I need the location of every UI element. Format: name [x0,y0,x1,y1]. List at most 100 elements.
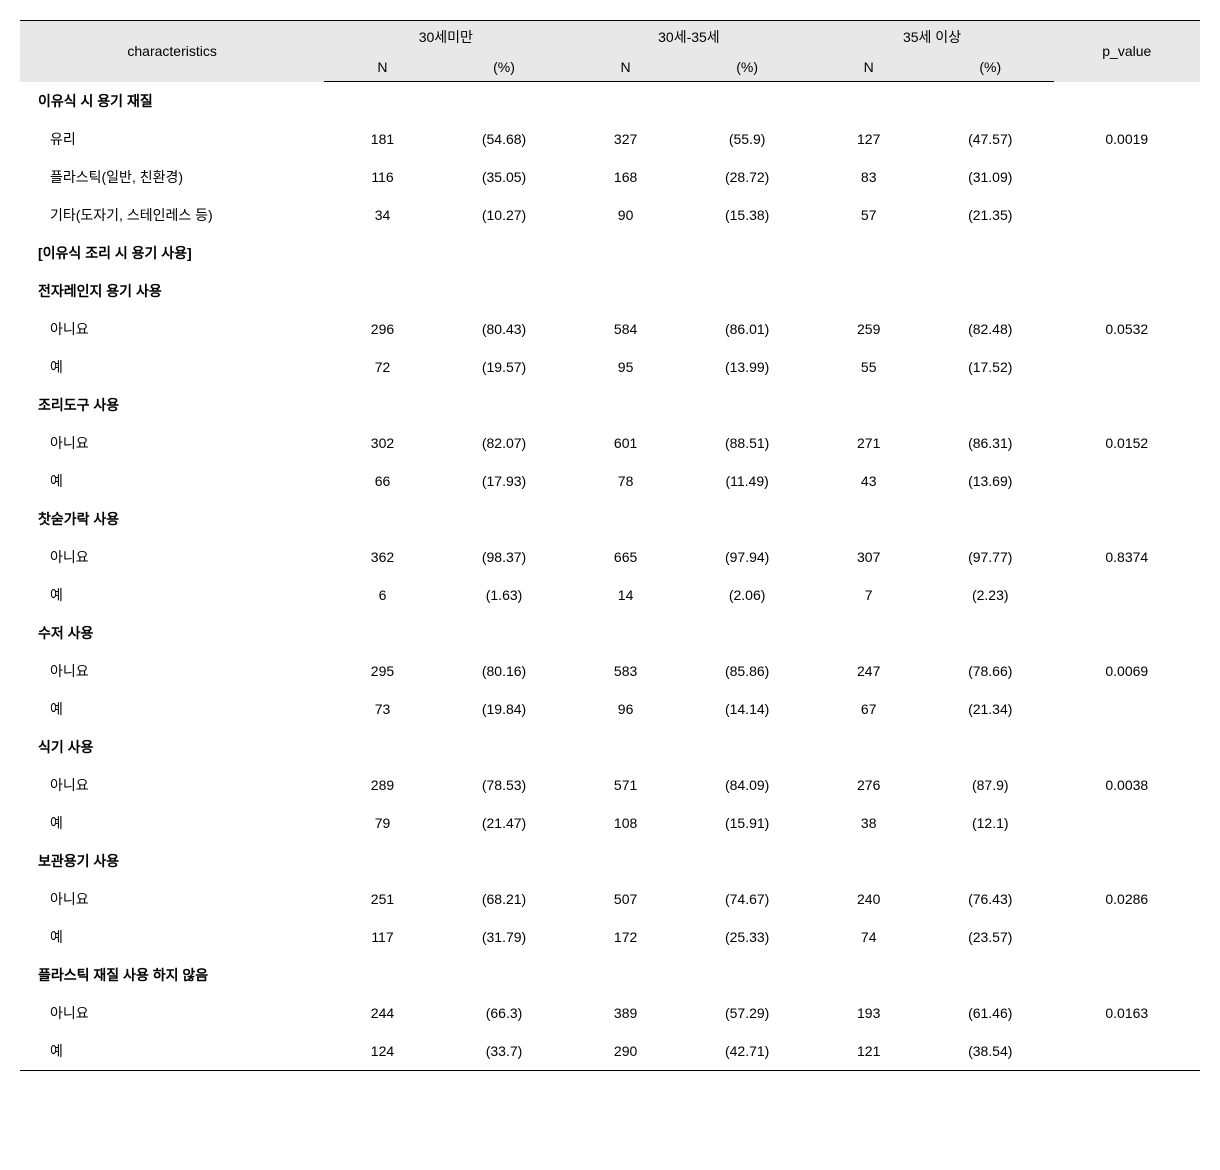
cell-p3: (47.57) [927,120,1054,158]
cell-n2: 571 [567,766,683,804]
cell-p3: (13.69) [927,462,1054,500]
cell-p1: (66.3) [441,994,568,1032]
cell-p3: (86.31) [927,424,1054,462]
cell-n1: 251 [324,880,440,918]
cell-n2: 168 [567,158,683,196]
row-label: 플라스틱(일반, 친환경) [20,158,324,196]
table-row: 예73(19.84)96(14.14)67(21.34) [20,690,1200,728]
table-row: 아니요302(82.07)601(88.51)271(86.31)0.0152 [20,424,1200,462]
header-group-3: 35세 이상 [810,21,1053,54]
cell-n1: 289 [324,766,440,804]
cell-p2: (15.38) [684,196,811,234]
cell-pvalue [1054,196,1200,234]
cell-p3: (2.23) [927,576,1054,614]
cell-n2: 14 [567,576,683,614]
cell-n2: 507 [567,880,683,918]
table-row: 예6(1.63)14(2.06)7(2.23) [20,576,1200,614]
cell-p3: (78.66) [927,652,1054,690]
header-pct-2: (%) [684,53,811,82]
cell-n2: 327 [567,120,683,158]
cell-p2: (88.51) [684,424,811,462]
table-row: 예124(33.7)290(42.71)121(38.54) [20,1032,1200,1071]
cell-p3: (87.9) [927,766,1054,804]
cell-p3: (82.48) [927,310,1054,348]
cell-pvalue: 0.0038 [1054,766,1200,804]
section-header-row: 식기 사용 [20,728,1200,766]
section-header-row: [이유식 조리 시 용기 사용] [20,234,1200,272]
row-label: 아니요 [20,766,324,804]
cell-p2: (15.91) [684,804,811,842]
cell-n1: 72 [324,348,440,386]
section-title: 찻숟가락 사용 [20,500,1200,538]
cell-p2: (74.67) [684,880,811,918]
cell-pvalue [1054,576,1200,614]
cell-p2: (86.01) [684,310,811,348]
section-header-row: 전자레인지 용기 사용 [20,272,1200,310]
data-table-container: characteristics 30세미만 30세-35세 35세 이상 p_v… [20,20,1200,1071]
cell-p2: (28.72) [684,158,811,196]
cell-pvalue: 0.0532 [1054,310,1200,348]
cell-p1: (10.27) [441,196,568,234]
cell-pvalue: 0.0019 [1054,120,1200,158]
cell-n3: 74 [810,918,926,956]
cell-n1: 6 [324,576,440,614]
cell-n2: 108 [567,804,683,842]
cell-p3: (76.43) [927,880,1054,918]
row-label: 아니요 [20,538,324,576]
row-label: 유리 [20,120,324,158]
cell-n1: 296 [324,310,440,348]
cell-p2: (97.94) [684,538,811,576]
cell-p1: (1.63) [441,576,568,614]
cell-p2: (84.09) [684,766,811,804]
cell-p1: (19.84) [441,690,568,728]
row-label: 예 [20,1032,324,1071]
cell-n1: 362 [324,538,440,576]
cell-p2: (13.99) [684,348,811,386]
characteristics-table: characteristics 30세미만 30세-35세 35세 이상 p_v… [20,20,1200,1071]
cell-p1: (17.93) [441,462,568,500]
cell-p2: (55.9) [684,120,811,158]
section-title: 보관용기 사용 [20,842,1200,880]
table-row: 아니요295(80.16)583(85.86)247(78.66)0.0069 [20,652,1200,690]
cell-n3: 276 [810,766,926,804]
cell-n3: 43 [810,462,926,500]
header-group-1: 30세미만 [324,21,567,54]
table-row: 예72(19.57)95(13.99)55(17.52) [20,348,1200,386]
header-group-2: 30세-35세 [567,21,810,54]
row-label: 아니요 [20,652,324,690]
cell-p1: (80.43) [441,310,568,348]
row-label: 예 [20,918,324,956]
table-row: 아니요296(80.43)584(86.01)259(82.48)0.0532 [20,310,1200,348]
cell-p2: (11.49) [684,462,811,500]
header-characteristics: characteristics [20,21,324,82]
cell-p1: (31.79) [441,918,568,956]
cell-n1: 66 [324,462,440,500]
cell-n1: 244 [324,994,440,1032]
header-pct-1: (%) [441,53,568,82]
cell-p2: (25.33) [684,918,811,956]
cell-n3: 7 [810,576,926,614]
cell-pvalue [1054,348,1200,386]
cell-n2: 95 [567,348,683,386]
cell-n1: 34 [324,196,440,234]
table-header: characteristics 30세미만 30세-35세 35세 이상 p_v… [20,21,1200,82]
header-n-1: N [324,53,440,82]
cell-p1: (68.21) [441,880,568,918]
row-label: 아니요 [20,310,324,348]
table-row: 예79(21.47)108(15.91)38(12.1) [20,804,1200,842]
section-title: [이유식 조리 시 용기 사용] [20,234,1200,272]
cell-n3: 83 [810,158,926,196]
section-header-row: 수저 사용 [20,614,1200,652]
cell-pvalue [1054,918,1200,956]
cell-p3: (31.09) [927,158,1054,196]
section-title: 플라스틱 재질 사용 하지 않음 [20,956,1200,994]
row-label: 아니요 [20,424,324,462]
cell-p3: (38.54) [927,1032,1054,1071]
table-row: 아니요244(66.3)389(57.29)193(61.46)0.0163 [20,994,1200,1032]
cell-n2: 290 [567,1032,683,1071]
cell-pvalue [1054,158,1200,196]
cell-p2: (14.14) [684,690,811,728]
cell-n1: 117 [324,918,440,956]
cell-n3: 121 [810,1032,926,1071]
cell-p1: (78.53) [441,766,568,804]
